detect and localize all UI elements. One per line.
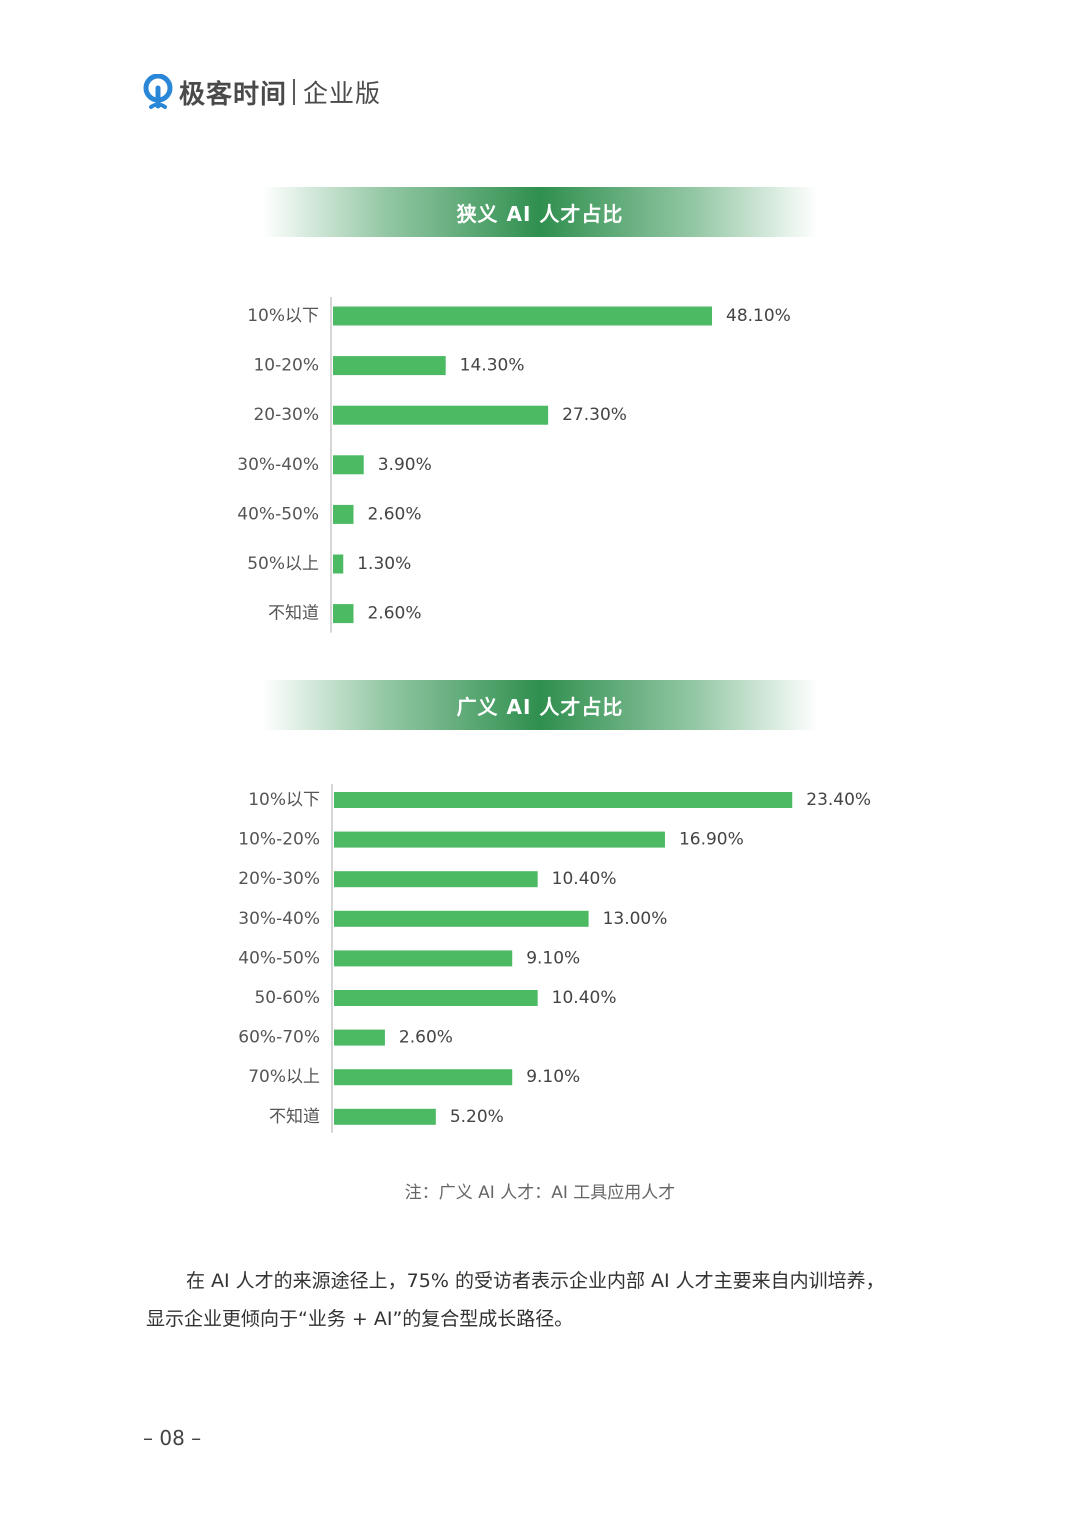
chart2-bar-1: [334, 831, 665, 848]
chart1-value-label-5: 1.30%: [357, 554, 411, 574]
chart2-bar-6: [334, 1029, 385, 1046]
chart2-title-banner: 广义 AI 人才占比: [262, 680, 818, 730]
chart2-value-label-7: 9.10%: [526, 1067, 580, 1087]
chart1-bar-3: [333, 455, 364, 475]
chart1-value-label-1: 14.30%: [460, 356, 525, 376]
narrow-ai-talent-chart: 10%以下 48.10% 10-20% 14.30% 20-30% 27.30% 30%-4…: [0, 280, 1080, 650]
chart2-bar-0: [334, 792, 793, 808]
chart2-bar-7: [334, 1069, 513, 1086]
chart2-category-label-1: 10%-20%: [238, 830, 320, 850]
chart2-category-label-2: 20%-30%: [238, 869, 320, 889]
page-number: – 08 –: [143, 1426, 202, 1450]
chart1-bar-4: [333, 504, 354, 524]
chart1-category-label-2: 20-30%: [253, 405, 319, 425]
chart1-category-label-4: 40%-50%: [237, 504, 319, 524]
chart2-category-label-3: 30%-40%: [238, 909, 320, 929]
chart1-bar-1: [333, 356, 446, 376]
chart2-bar-8: [334, 1108, 436, 1125]
chart2-value-label-2: 10.40%: [552, 869, 617, 889]
chart2-category-label-5: 50-60%: [254, 988, 320, 1008]
chart1-value-label-3: 3.90%: [378, 455, 432, 475]
paragraph-line-2: 显示企业更倾向于“业务 + AI”的复合型成长路径。: [146, 1308, 574, 1330]
brand-divider: [293, 79, 296, 105]
chart2-category-label-8: 不知道: [269, 1107, 320, 1127]
chart2-category-label-4: 40%-50%: [238, 948, 320, 968]
chart-note: 注：广义 AI 人才：AI 工具应用人才: [404, 1183, 676, 1203]
narrow-ai-talent-chart-svg: 10%以下 48.10% 10-20% 14.30% 20-30% 27.30% 30%-4…: [237, 297, 791, 633]
chart1-bar-5: [333, 554, 344, 574]
chart2-value-label-4: 9.10%: [526, 948, 580, 968]
chart1-value-label-0: 48.10%: [726, 306, 791, 326]
paragraph-line-1: 在 AI 人才的来源途径上，75% 的受访者表示企业内部 AI 人才主要来自内训…: [186, 1270, 885, 1292]
chart1-category-label-3: 30%-40%: [237, 455, 319, 475]
broad-ai-talent-chart: 10%以下 23.40% 10%-20% 16.90% 20%-30% 10.40% 30%…: [0, 770, 1080, 1150]
chart1-bar-6: [333, 604, 354, 624]
chart1-bar-2: [333, 405, 549, 425]
brand-subtitle: 企业版: [303, 79, 382, 108]
chart1-value-label-2: 27.30%: [562, 405, 627, 425]
chart1-bar-0: [333, 306, 713, 326]
chart1-title: 狭义 AI 人才占比: [456, 201, 624, 226]
chart2-bar-4: [334, 950, 513, 967]
chart2-value-label-5: 10.40%: [552, 988, 617, 1008]
chart2-category-label-0: 10%以下: [248, 790, 320, 810]
chart1-value-label-6: 2.60%: [367, 604, 421, 624]
brand-header: 极客时间 企业版: [143, 72, 381, 112]
chart2-value-label-1: 16.90%: [679, 830, 744, 850]
chart2-value-label-0: 23.40%: [806, 790, 871, 810]
chart1-category-label-5: 50%以上: [247, 554, 319, 574]
brand-logo-icon: [143, 74, 173, 109]
chart2-category-label-7: 70%以上: [248, 1067, 320, 1087]
chart2-value-label-8: 5.20%: [450, 1107, 504, 1127]
chart2-bar-5: [334, 990, 538, 1006]
chart1-category-label-0: 10%以下: [247, 306, 319, 326]
brand-name: 极客时间: [179, 79, 288, 110]
chart1-category-label-1: 10-20%: [253, 356, 319, 376]
chart2-bar-3: [334, 910, 589, 927]
body-paragraph: 在 AI 人才的来源途径上，75% 的受访者表示企业内部 AI 人才主要来自内训…: [146, 1262, 936, 1338]
broad-ai-talent-chart-svg: 10%以下 23.40% 10%-20% 16.90% 20%-30% 10.40% 30%…: [238, 784, 871, 1133]
chart2-category-label-6: 60%-70%: [238, 1028, 320, 1048]
chart1-category-label-6: 不知道: [268, 604, 319, 624]
chart2-bar-2: [334, 871, 538, 888]
chart2-title: 广义 AI 人才占比: [456, 694, 624, 719]
chart1-value-label-4: 2.60%: [367, 504, 421, 524]
chart1-title-banner: 狭义 AI 人才占比: [262, 187, 818, 237]
chart2-value-label-3: 13.00%: [603, 909, 668, 929]
chart2-value-label-6: 2.60%: [399, 1028, 453, 1048]
